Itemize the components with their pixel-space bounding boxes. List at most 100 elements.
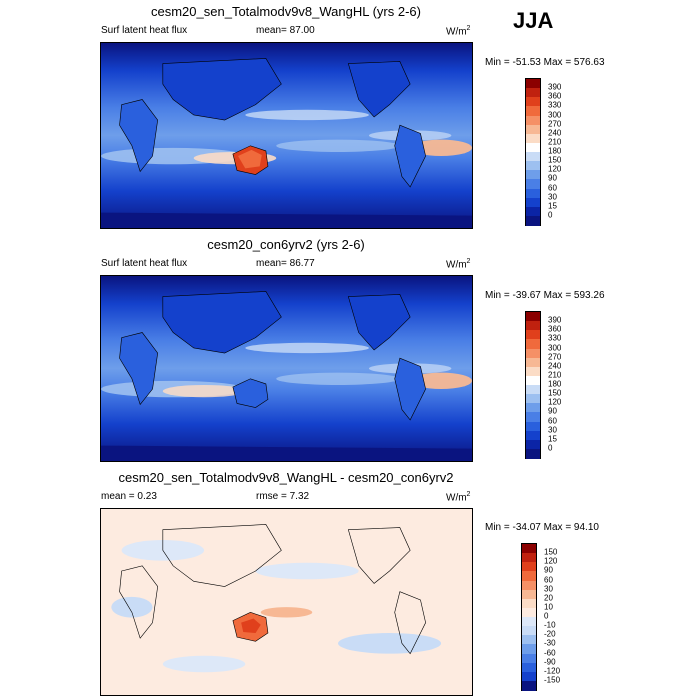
colorbar-segment (526, 206, 540, 217)
colorbar-tick-label: 240 (548, 361, 562, 371)
colorbar-segment (522, 580, 536, 591)
panel-1-mean-label: mean= 87.00 (256, 25, 315, 36)
colorbar-segment (526, 124, 540, 135)
panel-2-units: W/m2 (446, 258, 471, 271)
colorbar-tick-label: 210 (548, 137, 562, 147)
colorbar-segment (526, 357, 540, 368)
colorbar-segment (526, 179, 540, 189)
panel-2-map (100, 275, 473, 462)
colorbar-tick-label: 150 (548, 388, 562, 398)
colorbar-tick-label: 330 (548, 100, 562, 110)
colorbar-segment (522, 635, 536, 645)
colorbar-segment (522, 671, 536, 682)
colorbar-segment (522, 607, 536, 618)
colorbar-segment (522, 644, 536, 654)
colorbar-tick-label: -10 (544, 620, 556, 630)
panel-2-minmax: Min = -39.67 Max = 593.26 (485, 290, 605, 301)
colorbar-segment (522, 571, 536, 581)
colorbar-tick-label: 90 (544, 565, 553, 575)
colorbar-tick-label: 15 (548, 201, 557, 211)
colorbar-segment (526, 161, 540, 171)
colorbar-tick-label: 0 (548, 210, 553, 220)
colorbar-segment (526, 97, 540, 107)
colorbar-segment (522, 553, 536, 563)
colorbar-segment (526, 133, 540, 144)
colorbar-tick-label: 60 (544, 575, 553, 584)
colorbar-segment (526, 152, 540, 162)
colorbar-tick-label: 10 (544, 602, 553, 612)
colorbar-segment (526, 142, 540, 153)
colorbar-segment (526, 366, 540, 377)
panel-3-map (100, 508, 473, 696)
colorbar-segment (526, 197, 540, 208)
colorbar-tick-label: 30 (544, 584, 553, 594)
colorbar-segment (526, 321, 540, 331)
colorbar-tick-label: -120 (544, 666, 561, 676)
colorbar-segment (526, 412, 540, 422)
panel-3-title: cesm20_sen_Totalmodv9v8_WangHL - cesm20_… (118, 470, 454, 485)
colorbar-segment (522, 598, 536, 609)
panel-1-colorbar (525, 78, 541, 226)
colorbar-tick-label: 180 (548, 146, 562, 156)
colorbar-tick-label: -30 (544, 638, 556, 648)
colorbar-segment (522, 662, 536, 673)
colorbar-segment (526, 394, 540, 404)
panel-3-units: W/m2 (446, 491, 471, 504)
colorbar-tick-label: 30 (548, 192, 557, 202)
colorbar-tick-label: 120 (548, 164, 562, 174)
colorbar-segment (522, 617, 536, 627)
panel-3-minmax: Min = -34.07 Max = 94.10 (485, 522, 599, 533)
colorbar-tick-label: 150 (548, 155, 562, 165)
colorbar-tick-label: 300 (548, 343, 562, 352)
colorbar-tick-label: 120 (548, 397, 562, 407)
colorbar-tick-label: 0 (548, 443, 553, 453)
colorbar-tick-label: 300 (548, 110, 562, 119)
colorbar-tick-label: 360 (548, 91, 562, 101)
panel-2-mean-label: mean= 86.77 (256, 258, 315, 269)
panel-3-mean-label: mean = 0.23 (101, 491, 157, 502)
colorbar-segment (526, 348, 540, 359)
panel-1-minmax: Min = -51.53 Max = 576.63 (485, 57, 605, 68)
colorbar-tick-label: -20 (544, 629, 556, 639)
colorbar-segment (526, 339, 540, 349)
colorbar-segment (526, 215, 540, 226)
season-label: JJA (513, 8, 554, 33)
panel-2-variable-label: Surf latent heat flux (101, 258, 188, 269)
colorbar-segment (522, 653, 536, 664)
panel-2-colorbar (525, 311, 541, 459)
panel-3-colorbar (521, 543, 537, 691)
colorbar-tick-label: 330 (548, 333, 562, 343)
panel-3-rmse-label: rmse = 7.32 (256, 491, 310, 502)
colorbar-segment (526, 448, 540, 459)
colorbar-tick-label: 390 (548, 82, 562, 92)
colorbar-tick-label: 60 (548, 183, 557, 192)
colorbar-segment (526, 115, 540, 126)
colorbar-tick-label: 270 (548, 352, 562, 362)
colorbar-tick-label: 360 (548, 324, 562, 334)
colorbar-tick-label: 90 (548, 173, 557, 183)
colorbar-segment (526, 403, 540, 413)
panel-1-map (100, 42, 473, 229)
colorbar-segment (522, 680, 536, 691)
colorbar-tick-label: -150 (544, 675, 561, 685)
colorbar-tick-label: 270 (548, 119, 562, 129)
colorbar-segment (526, 385, 540, 395)
colorbar-tick-label: 60 (548, 416, 557, 425)
colorbar-segment (526, 439, 540, 450)
panel-1-title: cesm20_sen_Totalmodv9v8_WangHL (yrs 2-6) (151, 4, 421, 19)
colorbar-tick-label: 240 (548, 128, 562, 138)
colorbar-segment (522, 626, 536, 636)
colorbar-segment (526, 188, 540, 199)
colorbar-segment (526, 88, 540, 98)
colorbar-segment (526, 421, 540, 432)
colorbar-segment (526, 312, 540, 322)
colorbar-tick-label: 0 (544, 611, 549, 621)
colorbar-tick-label: 90 (548, 406, 557, 416)
colorbar-tick-label: 120 (544, 556, 558, 566)
colorbar-tick-label: 20 (544, 593, 553, 603)
colorbar-tick-label: -90 (544, 657, 556, 667)
colorbar-tick-label: 150 (544, 547, 558, 557)
colorbar-segment (522, 544, 536, 554)
panel-2-title: cesm20_con6yrv2 (yrs 2-6) (207, 237, 365, 252)
colorbar-segment (526, 79, 540, 89)
